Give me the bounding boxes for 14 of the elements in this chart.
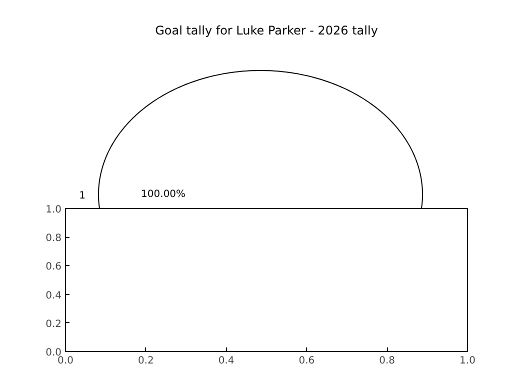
x-tick-label: 0.8 [379, 356, 396, 366]
x-tick-label: 0.4 [218, 356, 234, 366]
x-tick-label: 0.6 [298, 356, 315, 366]
y-tick-label: 0.4 [46, 290, 62, 302]
x-tick-label: 0.2 [138, 356, 154, 366]
slice-label: 1 [79, 190, 86, 202]
x-tick-label: 1.0 [460, 356, 476, 366]
y-tick-label: 1.0 [46, 204, 62, 216]
y-tick-label: 0.2 [46, 318, 62, 330]
chart-title: Goal tally for Luke Parker - 2026 tally [155, 24, 378, 38]
y-tick-label: 0.6 [46, 262, 62, 273]
x-tick-label: 0.0 [58, 356, 74, 366]
y-tick-label: 0.8 [46, 233, 62, 244]
data-label: 100.00% [141, 189, 186, 200]
